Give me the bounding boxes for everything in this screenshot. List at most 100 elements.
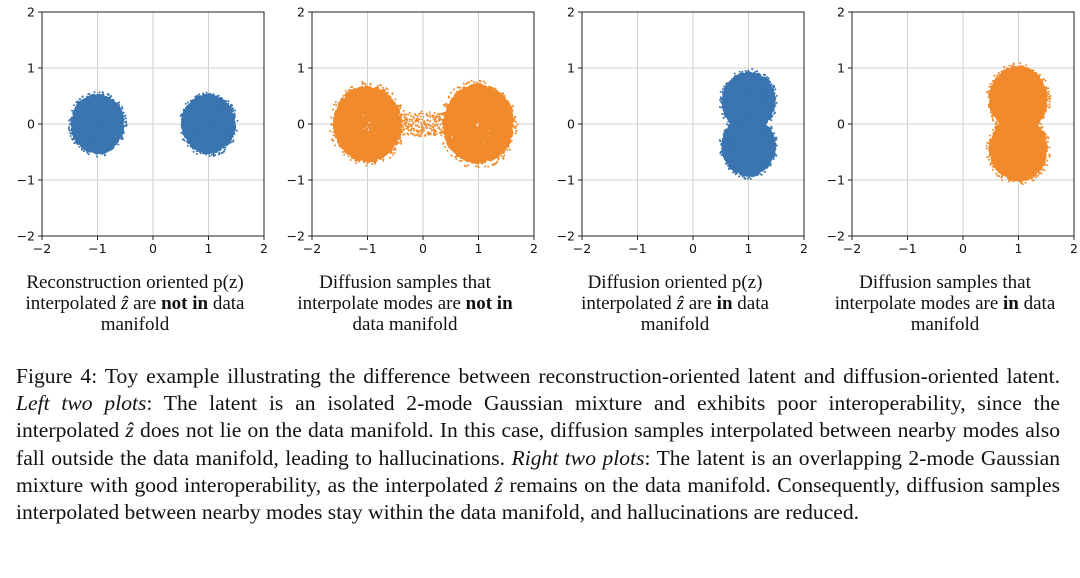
scatter-point [108, 99, 111, 102]
scatter-point [84, 125, 88, 129]
scatter-point [110, 95, 113, 97]
scatter-point [113, 106, 117, 110]
scatter-point [114, 127, 118, 131]
scatter-point [71, 109, 74, 112]
scatter-point [92, 119, 97, 124]
scatter-point [118, 111, 121, 114]
scatter-point [97, 112, 101, 117]
scatter-point [95, 128, 99, 132]
scatter-point [104, 124, 108, 128]
scatter-point [124, 124, 126, 127]
scatter-point [76, 134, 80, 138]
scatter-point [103, 116, 108, 120]
scatter-point [68, 123, 71, 126]
scatter-point [102, 131, 106, 136]
scatter-point [74, 121, 78, 126]
scatter-point [109, 113, 113, 117]
scatter-point [118, 104, 121, 106]
scatter-point [101, 112, 106, 116]
scatter-point [97, 143, 102, 148]
scatter-point [74, 111, 77, 114]
scatter-point [98, 91, 101, 94]
scatter-point [121, 125, 124, 128]
scatter-point [108, 117, 112, 122]
scatter-point [81, 147, 84, 150]
scatter-point [93, 91, 96, 94]
scatter-point [72, 117, 75, 120]
scatter-point [98, 124, 102, 129]
scatter-point [116, 138, 119, 141]
scatter-point [87, 153, 90, 156]
scatter-point [92, 93, 95, 96]
scatter-point [102, 119, 107, 123]
scatter-point [121, 137, 124, 140]
scatter-point [98, 130, 103, 134]
scatter-point [87, 96, 90, 99]
scatter-point [75, 105, 78, 108]
scatter-point [115, 139, 118, 142]
scatter-point [122, 130, 125, 133]
scatter-point [84, 119, 88, 124]
scatter-point [118, 120, 122, 125]
scatter-point [98, 116, 102, 120]
scatter-point [84, 114, 89, 119]
scatter-point [68, 126, 70, 129]
scatter-point [80, 117, 84, 122]
scatter-point [71, 138, 74, 141]
scatter-point [101, 146, 106, 150]
scatter-point [74, 135, 77, 138]
scatter-point [86, 137, 90, 141]
scatter-point [76, 138, 79, 141]
scatter-point [95, 117, 99, 121]
scatter-point [89, 137, 94, 141]
plot-panel-1: −2 −1 0 1 2 2 1 0 −1 −2 Reconstruction oriented p… [0, 0, 270, 350]
scatter-point [87, 113, 91, 118]
scatter-point [119, 132, 123, 136]
scatter-point [101, 150, 104, 152]
scatter-point [70, 122, 73, 125]
scatter-point [85, 98, 88, 101]
scatter-point [71, 127, 74, 130]
scatter-point [107, 107, 111, 111]
scatter-point [95, 152, 98, 155]
scatter-point [86, 151, 89, 154]
scatter-point [78, 145, 81, 148]
scatter-point [73, 131, 76, 134]
scatter-point [73, 142, 76, 145]
scatter-point [90, 122, 94, 127]
scatter-point [112, 98, 115, 101]
scatter-point [118, 127, 123, 131]
scatter-point [118, 101, 121, 104]
scatter-point [76, 124, 80, 128]
scatter-point [92, 125, 97, 129]
scatter-point [91, 96, 94, 99]
scatter-point [125, 123, 128, 126]
scatter-point [78, 98, 81, 101]
scatter-point [114, 102, 117, 105]
scatter-point [87, 124, 91, 129]
scatter-point [109, 146, 112, 149]
scatter-point [96, 93, 99, 96]
scatter-point [108, 136, 112, 140]
scatter-point [84, 131, 88, 135]
scatter-point [93, 103, 98, 107]
scatter-point [92, 114, 96, 119]
scatter-point [121, 122, 124, 125]
scatter-point [125, 121, 128, 124]
scatter-point [75, 109, 78, 112]
scatter-point [88, 108, 92, 112]
scatter-point [86, 149, 89, 152]
scatter-point [115, 106, 118, 109]
scatter-point [77, 119, 82, 124]
scatter-point [107, 149, 110, 152]
scatter-point [108, 96, 111, 99]
scatter-point [125, 124, 128, 127]
scatter-point [73, 104, 75, 107]
scatter-point [91, 105, 96, 110]
scatter-point [91, 150, 93, 153]
scatter-point [82, 101, 85, 104]
scatter-point [70, 129, 73, 132]
scatter-point [87, 132, 91, 136]
scatter-point [96, 155, 98, 158]
